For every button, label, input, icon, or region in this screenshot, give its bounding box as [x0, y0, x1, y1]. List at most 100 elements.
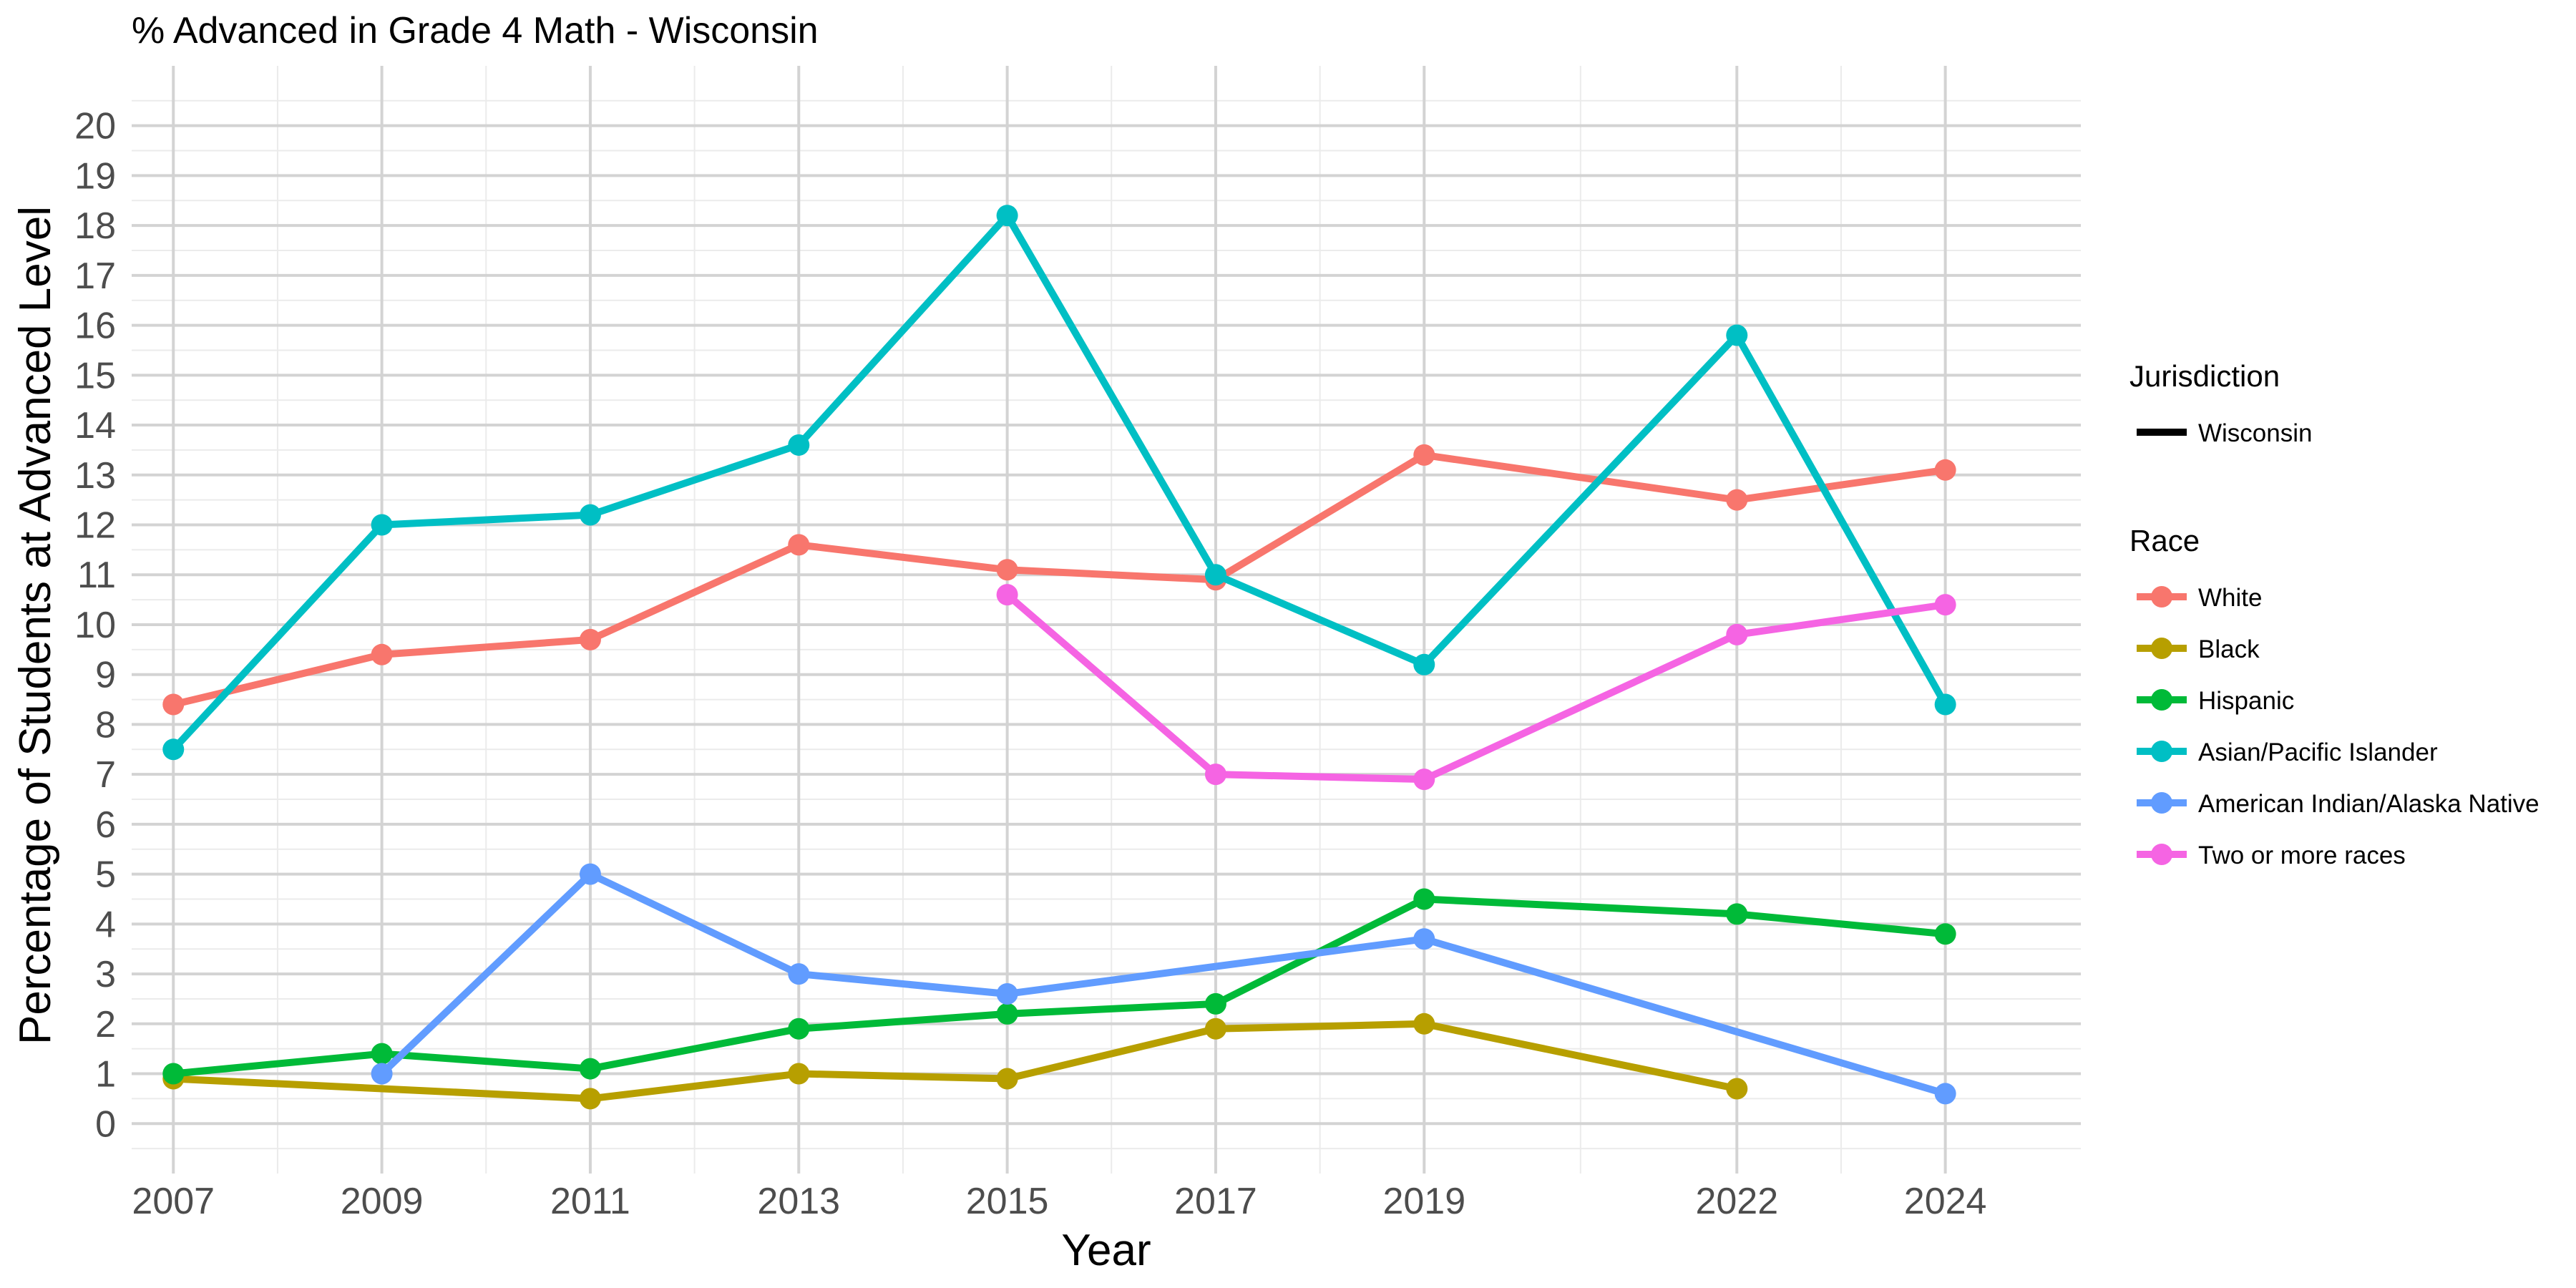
y-tick-label: 15 [74, 355, 116, 396]
data-point-asian-pacific-islander [996, 205, 1018, 227]
series-layer [162, 205, 1956, 1110]
y-tick-label: 9 [95, 655, 116, 696]
data-point-white [371, 643, 393, 665]
data-point-white [1726, 489, 1748, 511]
series-asian-pacific-islander [162, 205, 1956, 761]
data-point-hispanic [1726, 903, 1748, 925]
data-point-asian-pacific-islander [1726, 324, 1748, 346]
y-tick-label: 14 [74, 405, 116, 447]
data-point-american-indian-alaska-native [1413, 928, 1435, 950]
x-axis-title: Year [1061, 1226, 1151, 1275]
y-tick-label: 2 [95, 1004, 116, 1045]
series-line-black [173, 1020, 1738, 1103]
data-point-asian-pacific-islander [579, 504, 601, 526]
legend-key-point [2151, 844, 2172, 865]
data-point-white [579, 628, 601, 650]
data-point-black [579, 1088, 601, 1110]
data-point-white [162, 693, 185, 716]
data-point-white [1413, 444, 1435, 466]
data-point-black [996, 1068, 1018, 1090]
legend-key-point [2151, 689, 2172, 711]
data-point-asian-pacific-islander [788, 434, 810, 456]
data-point-asian-pacific-islander [371, 514, 393, 536]
legend-item-asian-pacific-islander: Asian/Pacific Islander [2137, 738, 2438, 766]
x-tick-label: 2017 [1174, 1181, 1257, 1222]
y-tick-label: 13 [74, 455, 116, 497]
y-tick-label: 7 [95, 754, 116, 796]
series-line-white [172, 451, 1946, 708]
data-point-hispanic [579, 1058, 601, 1080]
y-tick-label: 11 [77, 555, 116, 596]
legend: Jurisdiction Wisconsin Race White Black Hi… [2129, 359, 2540, 869]
series-black [162, 1013, 1748, 1110]
legend-label: Asian/Pacific Islander [2198, 738, 2438, 766]
y-tick-label: 4 [95, 904, 116, 945]
data-point-asian-pacific-islander [162, 738, 185, 761]
data-point-white [1934, 459, 1956, 481]
legend-item-hispanic: Hispanic [2137, 687, 2294, 715]
data-point-two-or-more-races [996, 584, 1018, 606]
data-point-hispanic [371, 1043, 393, 1065]
data-point-american-indian-alaska-native [788, 963, 810, 985]
x-tick-label: 2013 [757, 1181, 840, 1222]
legend-race-items: White Black Hispanic Asian/Pacific Islander… [2137, 584, 2540, 869]
legend-item-two-or-more-races: Two or more races [2137, 841, 2406, 869]
legend-jurisdiction-title: Jurisdiction [2129, 359, 2280, 393]
data-point-two-or-more-races [1204, 763, 1226, 786]
series-line-asian-pacific-islander [170, 212, 1948, 752]
legend-label: White [2198, 584, 2262, 612]
x-tick-label: 2015 [966, 1181, 1049, 1222]
data-point-white [996, 559, 1018, 581]
data-point-asian-pacific-islander [1413, 653, 1435, 675]
legend-label: American Indian/Alaska Native [2198, 790, 2540, 818]
x-tick-labels: 2007 2009 2011 2013 2015 2017 2019 2022 2024 [132, 1181, 1986, 1222]
data-point-white [788, 534, 810, 556]
data-point-two-or-more-races [1726, 623, 1748, 645]
series-american-indian-alaska-native [371, 863, 1956, 1105]
y-tick-label: 0 [95, 1103, 116, 1145]
y-tick-label: 19 [74, 155, 116, 197]
legend-label: Black [2198, 635, 2260, 663]
y-tick-label: 10 [74, 605, 116, 646]
legend-label: Two or more races [2198, 841, 2406, 869]
chart-title: % Advanced in Grade 4 Math - Wisconsin [132, 10, 819, 52]
x-tick-label: 2011 [550, 1181, 630, 1222]
x-tick-label: 2022 [1695, 1181, 1778, 1222]
data-point-american-indian-alaska-native [371, 1063, 393, 1085]
y-tick-label: 12 [74, 505, 116, 547]
series-hispanic [162, 888, 1956, 1085]
data-point-asian-pacific-islander [1204, 564, 1226, 586]
y-tick-label: 20 [74, 106, 116, 147]
series-line-two-or-more-races [1005, 592, 1946, 784]
x-tick-label: 2019 [1382, 1181, 1465, 1222]
data-point-two-or-more-races [1934, 594, 1956, 616]
legend-item-white: White [2137, 584, 2262, 612]
data-point-black [788, 1063, 810, 1085]
y-tick-label: 16 [74, 306, 116, 347]
y-tick-label: 1 [95, 1054, 116, 1096]
data-point-american-indian-alaska-native [1934, 1083, 1956, 1105]
x-tick-label: 2007 [132, 1181, 215, 1222]
data-point-asian-pacific-islander [1934, 693, 1956, 716]
data-point-american-indian-alaska-native [579, 863, 601, 885]
y-tick-label: 17 [74, 255, 116, 297]
legend-label: Hispanic [2198, 687, 2294, 715]
y-tick-label: 5 [95, 854, 116, 896]
x-tick-label: 2024 [1904, 1181, 1987, 1222]
data-point-hispanic [996, 1002, 1018, 1025]
legend-item-american-indian-alaska-native: American Indian/Alaska Native [2137, 790, 2540, 818]
y-axis-title: Percentage of Students at Advanced Level [11, 206, 60, 1045]
data-point-hispanic [162, 1063, 185, 1085]
data-point-american-indian-alaska-native [996, 982, 1018, 1005]
data-point-hispanic [1934, 923, 1956, 945]
data-point-black [1204, 1018, 1226, 1040]
data-point-hispanic [1204, 992, 1226, 1015]
y-tick-label: 8 [95, 704, 116, 746]
y-tick-label: 6 [95, 804, 116, 846]
legend-key-point [2151, 741, 2172, 762]
data-point-hispanic [1413, 888, 1435, 910]
legend-key-point [2151, 586, 2172, 608]
legend-jurisdiction-label: Wisconsin [2198, 419, 2312, 447]
